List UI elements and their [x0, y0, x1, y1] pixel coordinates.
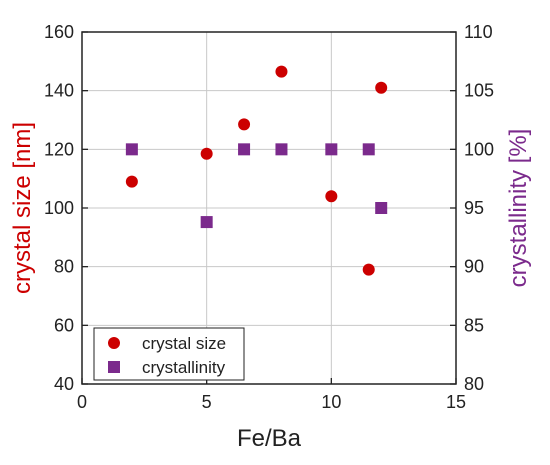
tick-labels: 0 5 10 15 40 60 80 100 120 140 160 80 85 90 95 100 105 11…	[44, 22, 494, 412]
point-crystallinity	[238, 143, 251, 156]
point-crystal-size	[362, 263, 375, 276]
y-axis-left-title: crystal size [nm]	[9, 122, 36, 294]
legend-marker-crystal-size	[108, 337, 120, 349]
point-crystallinity	[200, 216, 213, 229]
y-right-tick-label: 95	[464, 198, 484, 218]
point-crystallinity	[125, 143, 138, 156]
grid	[82, 32, 456, 384]
legend: crystal size crystallinity	[93, 327, 245, 381]
x-tick-label: 5	[202, 392, 212, 412]
data-marks	[125, 65, 388, 276]
y-right-tick-label: 80	[464, 374, 484, 394]
point-crystal-size	[275, 65, 288, 78]
y-right-tick-label: 110	[464, 22, 493, 42]
point-crystallinity	[362, 143, 375, 156]
y-right-tick-label: 105	[464, 81, 494, 101]
y-left-tick-label: 80	[54, 257, 74, 277]
point-crystal-size	[125, 175, 138, 188]
point-crystallinity	[275, 143, 288, 156]
point-crystal-size	[325, 190, 338, 203]
y-right-tick-label: 100	[464, 139, 494, 159]
y-right-tick-label: 90	[464, 257, 484, 277]
y-left-tick-label: 60	[54, 315, 74, 335]
y-right-tick-label: 85	[464, 315, 484, 335]
point-crystallinity	[375, 202, 388, 214]
legend-label-crystallinity: crystallinity	[142, 358, 226, 377]
point-crystal-size	[238, 118, 251, 131]
legend-marker-crystallinity	[108, 361, 120, 373]
y-axis-right-title: crystallinity [%]	[505, 129, 532, 288]
y-left-tick-label: 140	[44, 81, 74, 101]
x-tick-label: 0	[77, 392, 87, 412]
point-crystallinity	[325, 143, 338, 156]
x-tick-label: 15	[446, 392, 466, 412]
y-left-tick-label: 160	[44, 22, 74, 42]
point-crystal-size	[375, 81, 388, 94]
y-left-tick-label: 120	[44, 139, 74, 159]
y-left-tick-label: 100	[44, 198, 74, 218]
x-tick-label: 10	[321, 392, 341, 412]
x-axis-title: Fe/Ba	[237, 425, 302, 452]
point-crystal-size	[200, 147, 213, 160]
y-left-tick-label: 40	[54, 374, 74, 394]
legend-label-crystal-size: crystal size	[142, 334, 226, 353]
